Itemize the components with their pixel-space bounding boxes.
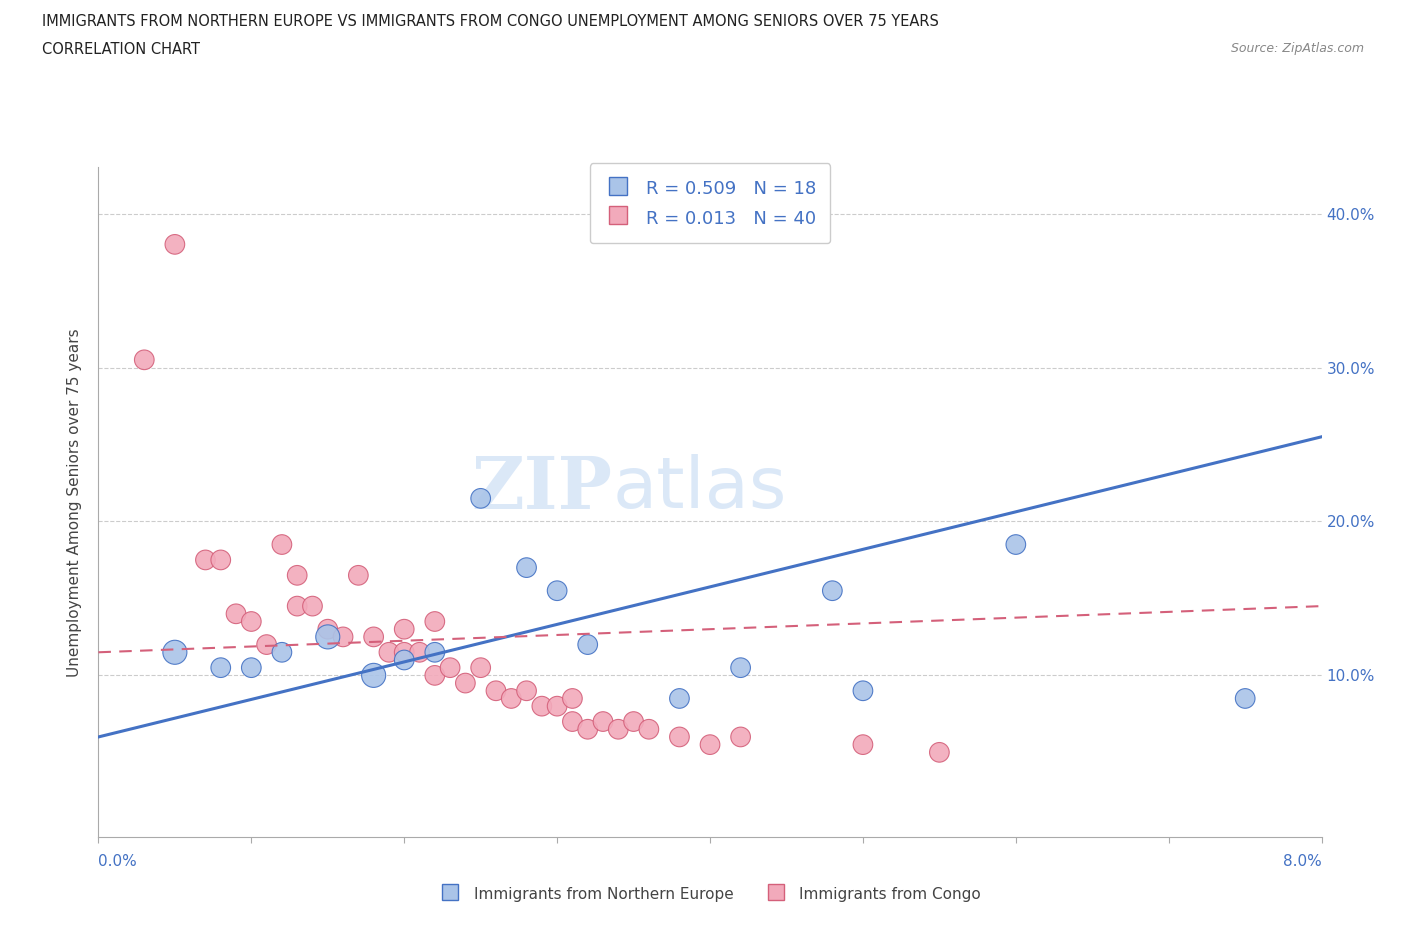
Legend: Immigrants from Northern Europe, Immigrants from Congo: Immigrants from Northern Europe, Immigra… <box>433 879 987 910</box>
Point <box>607 722 630 737</box>
Point <box>530 698 553 713</box>
Point <box>423 614 446 629</box>
Point <box>301 599 323 614</box>
Text: 8.0%: 8.0% <box>1282 854 1322 869</box>
Point <box>209 660 232 675</box>
Point <box>928 745 950 760</box>
Point <box>1234 691 1257 706</box>
Point <box>270 644 294 659</box>
Point <box>546 698 568 713</box>
Point <box>454 675 477 690</box>
Point <box>285 599 308 614</box>
Point <box>363 630 385 644</box>
Point <box>392 644 416 659</box>
Text: CORRELATION CHART: CORRELATION CHART <box>42 42 200 57</box>
Point <box>163 644 186 659</box>
Point <box>576 637 599 652</box>
Point <box>240 614 263 629</box>
Text: Source: ZipAtlas.com: Source: ZipAtlas.com <box>1230 42 1364 55</box>
Point <box>699 737 721 752</box>
Point <box>516 560 538 575</box>
Point <box>423 668 446 683</box>
Point <box>668 691 690 706</box>
Point <box>623 714 645 729</box>
Point <box>347 568 370 583</box>
Point <box>392 653 416 668</box>
Text: IMMIGRANTS FROM NORTHERN EUROPE VS IMMIGRANTS FROM CONGO UNEMPLOYMENT AMONG SENI: IMMIGRANTS FROM NORTHERN EUROPE VS IMMIG… <box>42 14 939 29</box>
Point <box>470 491 492 506</box>
Point <box>1004 538 1026 552</box>
Point <box>209 552 232 567</box>
Point <box>730 729 752 744</box>
Point <box>134 352 156 367</box>
Point <box>194 552 217 567</box>
Point <box>668 729 690 744</box>
Point <box>163 237 186 252</box>
Text: ZIP: ZIP <box>471 453 612 525</box>
Point <box>285 568 308 583</box>
Point <box>240 660 263 675</box>
Point <box>852 737 875 752</box>
Point <box>516 684 538 698</box>
Point <box>270 538 294 552</box>
Point <box>423 644 446 659</box>
Point <box>546 583 568 598</box>
Point <box>316 630 339 644</box>
Point <box>576 722 599 737</box>
Point <box>637 722 661 737</box>
Point <box>470 660 492 675</box>
Point <box>561 714 583 729</box>
Point <box>363 668 385 683</box>
Point <box>378 644 401 659</box>
Point <box>332 630 354 644</box>
Point <box>730 660 752 675</box>
Y-axis label: Unemployment Among Seniors over 75 years: Unemployment Among Seniors over 75 years <box>67 328 83 676</box>
Point <box>256 637 278 652</box>
Point <box>561 691 583 706</box>
Point <box>225 606 247 621</box>
Text: 0.0%: 0.0% <box>98 854 138 869</box>
Point <box>485 684 508 698</box>
Point <box>408 644 430 659</box>
Point <box>852 684 875 698</box>
Text: atlas: atlas <box>612 455 786 524</box>
Point <box>392 622 416 637</box>
Point <box>316 622 339 637</box>
Point <box>592 714 614 729</box>
Point <box>501 691 523 706</box>
Point <box>821 583 844 598</box>
Point <box>439 660 461 675</box>
